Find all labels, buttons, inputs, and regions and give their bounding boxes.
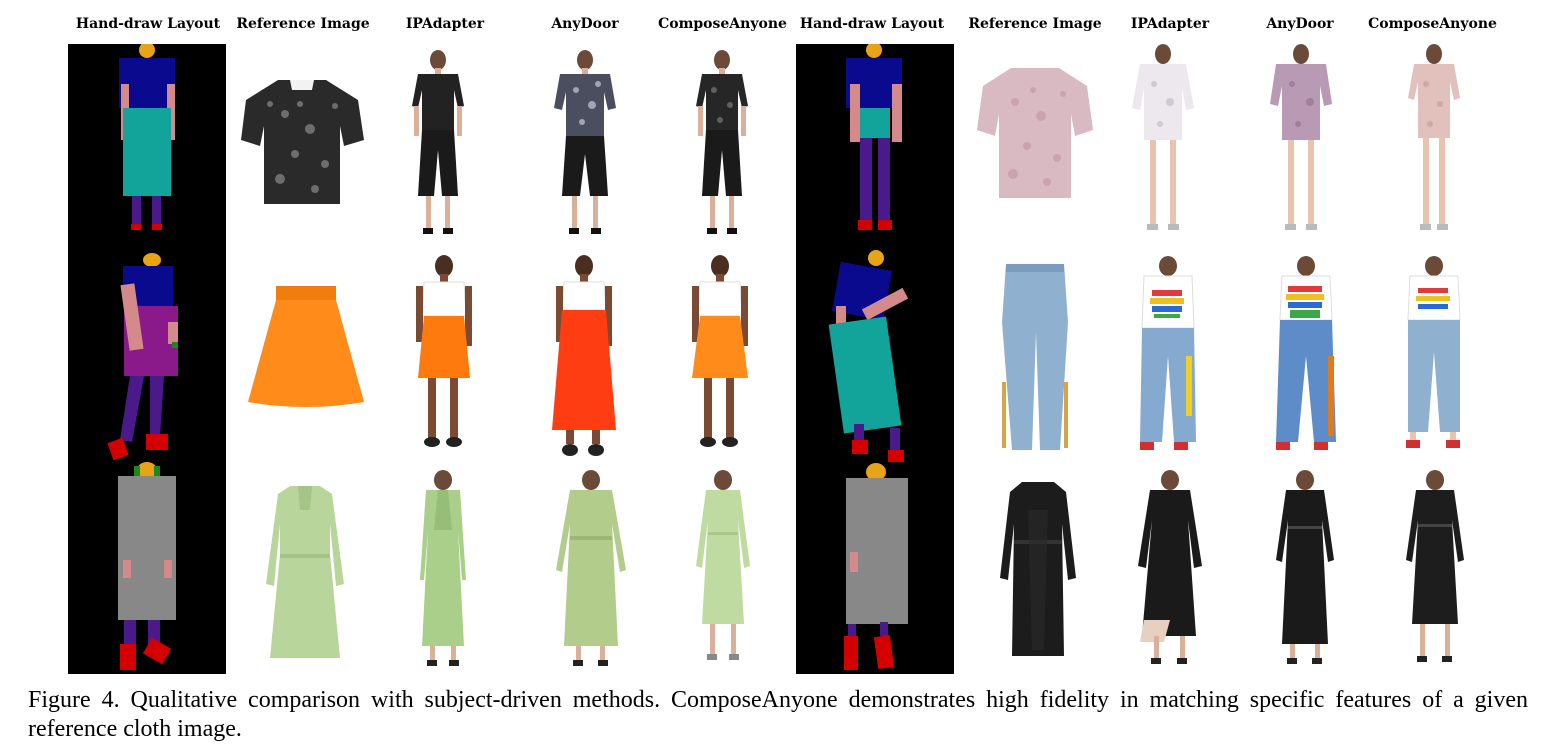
layout-figure-row3 — [118, 462, 176, 670]
ipadapter-result-row3 — [408, 470, 478, 670]
column-header-composeanyone-left: ComposeAnyone — [658, 16, 787, 32]
column-header-ipadapter-left: IPAdapter — [405, 16, 485, 32]
layout-panel-right — [796, 44, 954, 674]
reference-image-orange-skirt — [246, 284, 366, 410]
column-header-reference-image-left: Reference Image — [236, 16, 370, 32]
composeanyone-result-row2 — [680, 254, 760, 460]
ipadapter-result-row3-right — [1130, 470, 1210, 670]
layout-figure-row1-right — [846, 44, 902, 230]
composeanyone-result-row1 — [692, 50, 752, 240]
anydoor-result-row2 — [544, 254, 624, 464]
reference-image-green-dress — [262, 484, 348, 660]
column-header-reference-image-right: Reference Image — [968, 16, 1102, 32]
column-header-composeanyone-right: ComposeAnyone — [1368, 16, 1497, 32]
ipadapter-result-row1 — [408, 50, 468, 240]
reference-image-lace-top — [240, 74, 365, 214]
layout-panel-left — [68, 44, 226, 674]
layout-figure-row2 — [107, 253, 178, 461]
anydoor-result-row1 — [552, 50, 618, 240]
ipadapter-result-row2 — [404, 254, 484, 460]
reference-image-jeans — [1000, 262, 1070, 454]
anydoor-result-row1-right — [1268, 44, 1334, 236]
ipadapter-result-row2-right — [1130, 256, 1206, 462]
anydoor-result-row2-right — [1268, 256, 1344, 462]
reference-image-black-dress — [998, 480, 1078, 660]
layout-figure-row2-right — [828, 250, 909, 462]
column-header-hand-draw-layout-right: Hand-draw Layout — [799, 16, 945, 32]
reference-image-pink-lace-top — [975, 64, 1095, 204]
column-header-ipadapter-right: IPAdapter — [1130, 16, 1210, 32]
composeanyone-result-row3-right — [1400, 470, 1470, 670]
anydoor-result-row3 — [548, 470, 634, 670]
ipadapter-result-row1-right — [1130, 44, 1196, 236]
column-header-anydoor-right: AnyDoor — [1266, 16, 1334, 32]
composeanyone-result-row1-right — [1404, 44, 1464, 236]
layout-figure-row1 — [119, 44, 175, 230]
column-header-hand-draw-layout-left: Hand-draw Layout — [75, 16, 221, 32]
column-header-anydoor-left: AnyDoor — [551, 16, 619, 32]
figure-caption: Figure 4. Qualitative comparison with su… — [28, 687, 1528, 742]
layout-figure-row3-right — [844, 463, 908, 670]
composeanyone-result-row3 — [688, 470, 758, 670]
anydoor-result-row3-right — [1270, 470, 1340, 670]
composeanyone-result-row2-right — [1396, 256, 1472, 462]
